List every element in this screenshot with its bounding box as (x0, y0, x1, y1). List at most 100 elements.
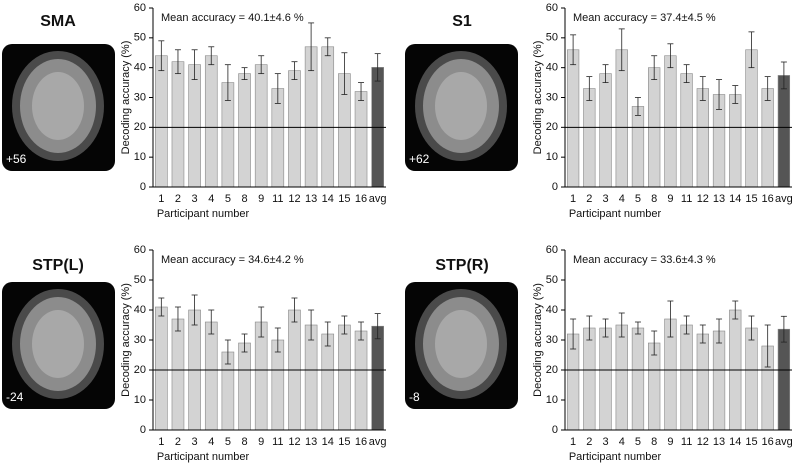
x-tick-label: 13 (713, 436, 725, 448)
brain-image (405, 282, 518, 409)
error-bar (780, 315, 787, 343)
bar (155, 306, 168, 431)
error-bar (374, 53, 381, 82)
annotation: Mean accuracy = 40.1±4.6 % (161, 12, 304, 24)
x-tick-label: 1 (570, 193, 576, 205)
error-bar (258, 306, 265, 338)
bar (615, 324, 628, 431)
bar (583, 327, 596, 431)
x-tick-label: avg (369, 436, 387, 448)
x-tick-label: 16 (355, 436, 367, 448)
slice-label: +56 (6, 152, 27, 166)
y-axis-label: Decoding accuracy (%) (120, 283, 132, 397)
y-axis-label: Decoding accuracy (%) (532, 283, 544, 397)
x-tick-label: 1 (158, 193, 164, 205)
x-tick-label: 4 (208, 436, 214, 448)
bar (777, 75, 791, 188)
bar (204, 321, 218, 431)
error-bar (258, 55, 265, 75)
x-tick-label: 15 (338, 193, 350, 205)
error-bar (764, 76, 771, 101)
y-tick-label: 50 (134, 274, 146, 286)
bar (321, 46, 335, 188)
error-bar (341, 315, 348, 335)
x-tick-label: 13 (305, 436, 317, 448)
bar (354, 91, 368, 188)
y-tick-label: 30 (134, 91, 146, 103)
error-bar (324, 321, 331, 347)
bar (171, 61, 185, 188)
error-bar (374, 313, 381, 340)
bar (254, 321, 268, 431)
error-bar (602, 318, 609, 338)
x-tick-label: 16 (355, 193, 367, 205)
brain-core (435, 310, 487, 378)
x-tick-label: 8 (241, 436, 247, 448)
error-bar (208, 46, 215, 66)
x-tick-label: 3 (192, 436, 198, 448)
error-bar (241, 333, 248, 353)
brain-core (32, 310, 84, 378)
x-tick-label: 16 (762, 193, 774, 205)
bar (712, 330, 726, 431)
error-bar (667, 43, 674, 69)
brain-core (435, 72, 487, 140)
y-tick-label: 30 (134, 334, 146, 346)
bar (631, 106, 645, 188)
error-bar (191, 294, 198, 326)
y-tick-label: 0 (140, 424, 146, 436)
bar (599, 73, 612, 188)
error-bar (358, 321, 365, 341)
error-bar (618, 312, 625, 338)
error-bar (780, 61, 787, 90)
bar (155, 55, 168, 188)
bar (664, 55, 677, 188)
y-tick-label: 0 (552, 181, 558, 193)
x-tick-label: 3 (602, 436, 608, 448)
bar (745, 327, 758, 431)
x-tick-label: 12 (288, 436, 300, 448)
slice-label: -24 (6, 390, 24, 404)
error-bar (748, 31, 755, 69)
bar (583, 88, 596, 188)
error-bar (651, 330, 658, 356)
y-tick-label: 60 (546, 2, 558, 14)
bar (338, 324, 351, 431)
bar (729, 94, 742, 188)
y-tick-label: 40 (134, 304, 146, 316)
error-bar (224, 339, 231, 365)
bar (354, 330, 368, 431)
x-axis-label: Participant number (157, 208, 250, 220)
error-bar (586, 315, 593, 341)
bar (745, 49, 758, 188)
y-tick-label: 50 (134, 32, 146, 44)
x-tick-label: 14 (729, 193, 741, 205)
y-tick-label: 40 (134, 62, 146, 74)
x-tick-label: 3 (192, 193, 198, 205)
panel-title: STP(L) (32, 257, 84, 274)
annotation: Mean accuracy = 37.4±4.5 % (573, 12, 716, 24)
x-tick-label: 2 (586, 436, 592, 448)
error-bar (358, 82, 365, 101)
bar (696, 88, 709, 188)
x-tick-label: 4 (619, 193, 625, 205)
x-tick-label: 9 (258, 193, 264, 205)
error-bar (764, 324, 771, 368)
x-tick-label: 16 (762, 436, 774, 448)
y-tick-label: 10 (134, 394, 146, 406)
error-bar (651, 55, 658, 80)
x-tick-label: 14 (322, 436, 334, 448)
error-bar (634, 321, 641, 335)
error-bar (224, 64, 231, 101)
error-bar (570, 318, 577, 350)
error-bar (748, 315, 755, 341)
x-tick-label: 11 (272, 436, 283, 448)
y-tick-label: 30 (546, 334, 558, 346)
x-tick-label: 15 (745, 436, 757, 448)
bar (680, 73, 693, 188)
y-axis-label: Decoding accuracy (%) (120, 41, 132, 155)
x-tick-label: 9 (258, 436, 264, 448)
y-tick-label: 20 (546, 121, 558, 133)
bar (371, 325, 384, 431)
y-tick-label: 60 (546, 244, 558, 256)
